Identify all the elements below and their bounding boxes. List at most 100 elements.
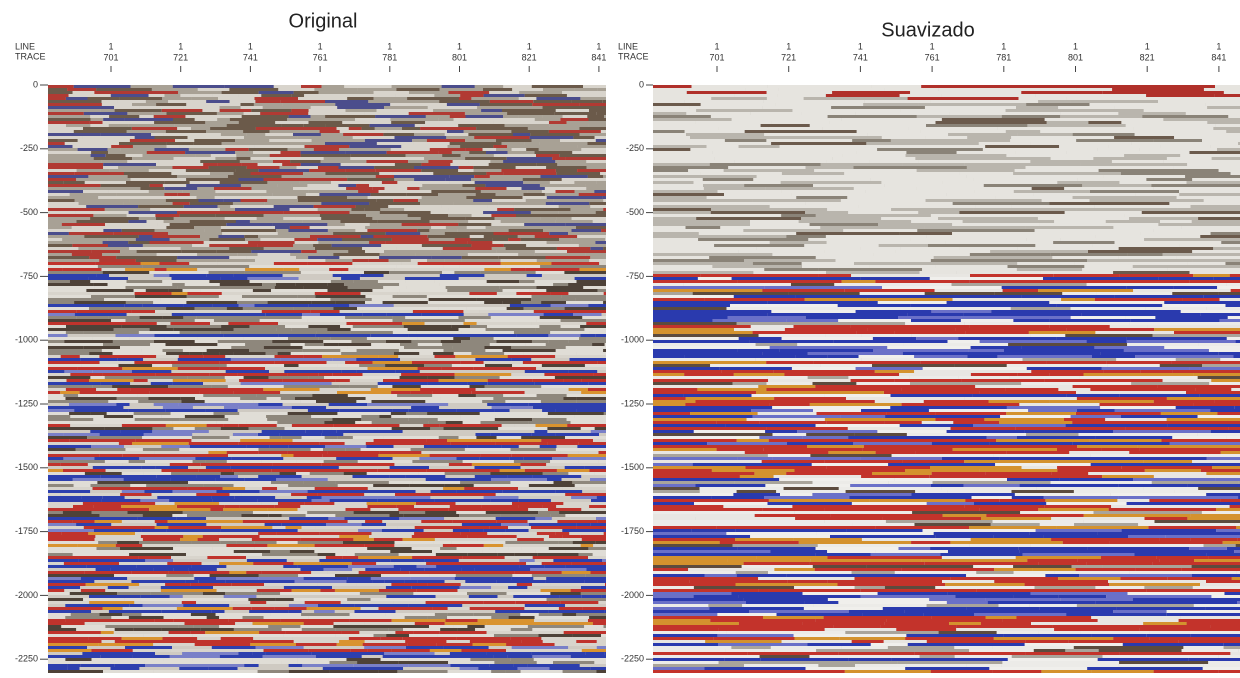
seismic-stripe (350, 487, 368, 490)
seismic-stripe (837, 307, 905, 310)
seismic-stripe (582, 595, 602, 598)
seismic-stripe (104, 322, 157, 325)
seismic-stripe (414, 178, 446, 181)
seismic-stripe (178, 403, 207, 406)
seismic-stripe (426, 478, 449, 481)
seismic-stripe (281, 151, 301, 154)
seismic-stripe (524, 106, 543, 109)
seismic-stripe (48, 358, 64, 361)
seismic-stripe (265, 133, 293, 136)
seismic-stripe (1073, 133, 1135, 136)
seismic-stripe (519, 91, 562, 94)
seismic-stripe (280, 319, 308, 322)
seismic-stripe (121, 505, 177, 508)
seismic-stripe (653, 406, 772, 409)
seismic-stripe (127, 280, 163, 283)
seismic-stripe (557, 469, 589, 472)
seismic-stripe (1088, 250, 1192, 253)
seismic-stripe (257, 244, 293, 247)
seismic-stripe (226, 565, 283, 568)
seismic-stripe (520, 388, 569, 391)
seismic-stripe (856, 175, 966, 178)
seismic-stripe (48, 529, 94, 532)
seismic-stripe (769, 439, 869, 442)
seismic-stripe (180, 418, 228, 421)
seismic-stripe (1132, 268, 1168, 271)
seismic-stripe (89, 595, 140, 598)
seismic-stripe (653, 85, 692, 88)
seismic-stripe (811, 559, 922, 562)
seismic-stripe (116, 256, 135, 259)
seismic-stripe (465, 580, 497, 583)
seismic-stripe (511, 637, 542, 640)
seismic-stripe (746, 601, 805, 604)
seismic-stripe (1152, 481, 1238, 484)
seismic-stripe (653, 106, 689, 109)
seismic-stripe (105, 460, 129, 463)
seismic-stripe (828, 115, 917, 118)
seismic-stripe (521, 466, 545, 469)
seismic-stripe (241, 199, 268, 202)
seismic-stripe (1074, 490, 1175, 493)
seismic-stripe (325, 142, 377, 145)
seismic-stripe (284, 211, 308, 214)
seismic-stripe (467, 535, 517, 538)
seismic-stripe (1110, 493, 1206, 496)
seismic-stripe (494, 154, 536, 157)
seismic-stripe (1136, 193, 1180, 196)
seismic-stripe (328, 289, 373, 292)
seismic-stripe (557, 217, 572, 220)
seismic-stripe (541, 637, 587, 640)
seismic-stripe (585, 310, 607, 313)
seismic-stripe (170, 238, 210, 241)
seismic-stripe (573, 136, 594, 139)
seismic-stripe (48, 565, 87, 568)
seismic-stripe (603, 349, 606, 352)
seismic-stripe (873, 253, 970, 256)
seismic-stripe (430, 454, 481, 457)
seismic-stripe (154, 403, 179, 406)
seismic-stripe (353, 538, 374, 541)
seismic-stripe (291, 493, 318, 496)
seismic-stripe (171, 556, 207, 559)
seismic-stripe (518, 487, 562, 490)
seismic-stripe (486, 172, 503, 175)
seismic-stripe (693, 463, 812, 466)
seismic-stripe (1231, 172, 1240, 175)
seismic-stripe (324, 568, 353, 571)
seismic-stripe (795, 637, 840, 640)
seismic-stripe (983, 148, 1097, 151)
seismic-stripe (141, 535, 183, 538)
seismic-stripe (604, 412, 606, 415)
seismic-stripe (985, 145, 1059, 148)
seismic-stripe (1135, 355, 1233, 358)
seismic-stripe (376, 175, 394, 178)
seismic-stripe (119, 97, 162, 100)
seismic-stripe (548, 340, 568, 343)
seismic-stripe (529, 289, 546, 292)
seismic-stripe (1117, 499, 1149, 502)
seismic-stripe (824, 250, 895, 253)
seismic-stripe (278, 502, 304, 505)
seismic-stripe (482, 550, 496, 553)
seismic-stripe (393, 100, 440, 103)
seismic-stripe (128, 511, 183, 514)
seismic-stripe (264, 247, 315, 250)
seismic-stripe (588, 556, 606, 559)
seismic-stripe (1022, 295, 1115, 298)
seismic-stripe (458, 124, 504, 127)
seismic-stripe (129, 199, 165, 202)
seismic-stripe (967, 136, 1011, 139)
seismic-stripe (351, 616, 405, 619)
seismic-stripe (512, 364, 542, 367)
seismic-stripe (161, 586, 213, 589)
seismic-stripe (560, 367, 606, 370)
seismic-stripe (186, 580, 198, 583)
seismic-stripe (234, 172, 251, 175)
seismic-stripe (405, 277, 459, 280)
seismic-stripe (304, 622, 334, 625)
seismic-stripe (653, 256, 709, 259)
seismic-stripe (770, 136, 882, 139)
seismic-stripe (214, 187, 252, 190)
seismic-stripe (1208, 661, 1240, 664)
